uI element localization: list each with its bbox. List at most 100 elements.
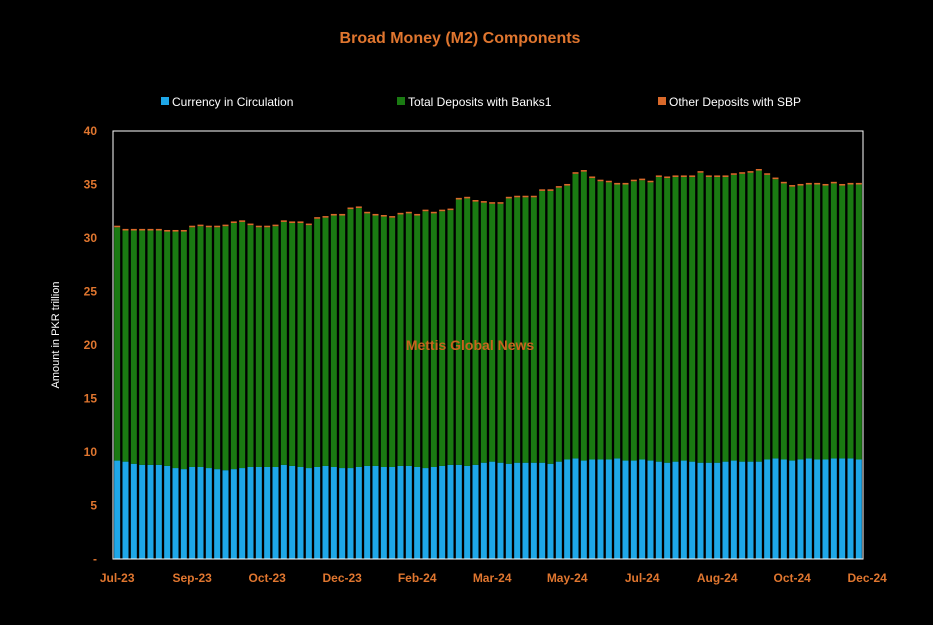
- bar-segment-series-1: [322, 217, 329, 466]
- bar-segment-series-0: [372, 465, 379, 559]
- bar-segment-series-2: [547, 189, 554, 191]
- bar-segment-series-1: [772, 179, 779, 459]
- bar-segment-series-0: [639, 459, 646, 559]
- bar-segment-series-0: [747, 461, 754, 559]
- bar-segment-series-0: [655, 461, 662, 559]
- bar-segment-series-1: [397, 214, 404, 466]
- bar-segment-series-1: [505, 198, 512, 464]
- bar-segment-series-1: [514, 197, 521, 463]
- x-tick-label: Jul-24: [625, 571, 660, 585]
- bar-segment-series-0: [264, 466, 271, 559]
- bar-segment-series-2: [830, 181, 837, 184]
- bar-segment-series-1: [605, 182, 612, 460]
- bar-segment-series-0: [305, 468, 312, 559]
- bar-segment-series-1: [622, 184, 629, 461]
- bar-segment-series-2: [422, 209, 429, 212]
- bar-segment-series-0: [214, 469, 221, 559]
- bar-segment-series-1: [172, 231, 179, 469]
- bar-segment-series-1: [847, 184, 854, 459]
- bar-segment-series-2: [680, 175, 687, 178]
- bar-segment-series-1: [364, 213, 371, 466]
- bar-segment-series-1: [839, 185, 846, 459]
- bar-segment-series-2: [555, 186, 562, 188]
- bar-segment-series-1: [764, 174, 771, 460]
- bar-segment-series-1: [572, 173, 579, 459]
- bar-segment-series-2: [814, 182, 821, 185]
- bar-segment-series-0: [764, 459, 771, 559]
- bar-segment-series-0: [555, 461, 562, 559]
- bar-segment-series-1: [464, 198, 471, 466]
- bar-segment-series-0: [147, 464, 154, 559]
- bar-segment-series-1: [539, 190, 546, 463]
- bar-segment-series-1: [697, 172, 704, 463]
- bar-segment-series-0: [380, 466, 387, 559]
- bar-segment-series-2: [447, 208, 454, 211]
- bar-segment-series-1: [739, 173, 746, 462]
- bar-segment-series-1: [139, 230, 146, 465]
- y-tick-label: 5: [90, 499, 97, 513]
- bar-segment-series-0: [689, 461, 696, 559]
- bar-segment-series-0: [672, 461, 679, 559]
- bar-segment-series-1: [730, 174, 737, 461]
- bar-segment-series-2: [239, 220, 246, 222]
- y-tick-label: 25: [84, 285, 98, 299]
- bar-segment-series-2: [139, 228, 146, 231]
- bar-segment-series-2: [372, 213, 379, 216]
- bar-segment-series-2: [847, 182, 854, 185]
- bar-segment-series-0: [355, 466, 362, 559]
- bar-segment-series-0: [414, 466, 421, 559]
- bar-segment-series-2: [605, 180, 612, 183]
- bar-segment-series-0: [647, 460, 654, 559]
- bar-segment-series-2: [155, 228, 162, 231]
- bar-segment-series-1: [114, 227, 121, 461]
- bar-segment-series-1: [722, 177, 729, 462]
- bar-segment-series-1: [130, 230, 137, 464]
- bar-segment-series-1: [422, 211, 429, 469]
- bar-segment-series-2: [614, 182, 621, 185]
- bar-segment-series-0: [580, 460, 587, 559]
- bar-segment-series-1: [147, 230, 154, 465]
- bar-segment-series-2: [189, 225, 196, 228]
- bar-segment-series-2: [589, 176, 596, 179]
- bar-segment-series-0: [397, 465, 404, 559]
- legend-swatch-currency: [161, 97, 169, 105]
- bar-segment-series-1: [355, 208, 362, 467]
- bar-segment-series-2: [697, 171, 704, 173]
- bar-segment-series-0: [505, 463, 512, 559]
- bar-segment-series-1: [672, 177, 679, 462]
- bar-segment-series-2: [639, 178, 646, 181]
- bar-segment-series-2: [672, 175, 679, 178]
- bar-segment-series-1: [705, 177, 712, 463]
- bar-segment-series-0: [239, 468, 246, 559]
- bar-segment-series-0: [730, 460, 737, 559]
- bar-segment-series-0: [830, 458, 837, 559]
- bar-segment-series-0: [230, 469, 237, 559]
- bar-segment-series-0: [255, 466, 262, 559]
- bar-segment-series-2: [805, 182, 812, 185]
- bar-segment-series-2: [214, 225, 221, 228]
- bar-segment-series-2: [305, 223, 312, 226]
- bar-segment-series-2: [389, 216, 396, 218]
- bar-segment-series-1: [714, 177, 721, 463]
- bar-segment-series-2: [822, 183, 829, 186]
- bar-segment-series-2: [797, 183, 804, 186]
- bar-segment-series-2: [630, 179, 637, 182]
- bar-segment-series-1: [830, 183, 837, 459]
- bar-segment-series-1: [430, 213, 437, 467]
- bar-segment-series-2: [664, 176, 671, 179]
- bar-segment-series-1: [347, 209, 354, 469]
- bar-segment-series-0: [522, 462, 529, 559]
- bar-segment-series-2: [255, 225, 262, 228]
- bar-segment-series-0: [664, 462, 671, 559]
- bar-segment-series-2: [472, 200, 479, 202]
- bar-segment-series-2: [397, 212, 404, 215]
- bar-segment-series-2: [647, 180, 654, 183]
- bar-segment-series-2: [297, 221, 304, 224]
- bar-segment-series-1: [264, 227, 271, 467]
- bar-segment-series-2: [622, 182, 629, 185]
- bar-segment-series-2: [339, 213, 346, 216]
- bar-segment-series-1: [230, 223, 237, 470]
- bar-segment-series-0: [280, 464, 287, 559]
- bar-segment-series-0: [172, 468, 179, 559]
- bar-segment-series-1: [414, 215, 421, 467]
